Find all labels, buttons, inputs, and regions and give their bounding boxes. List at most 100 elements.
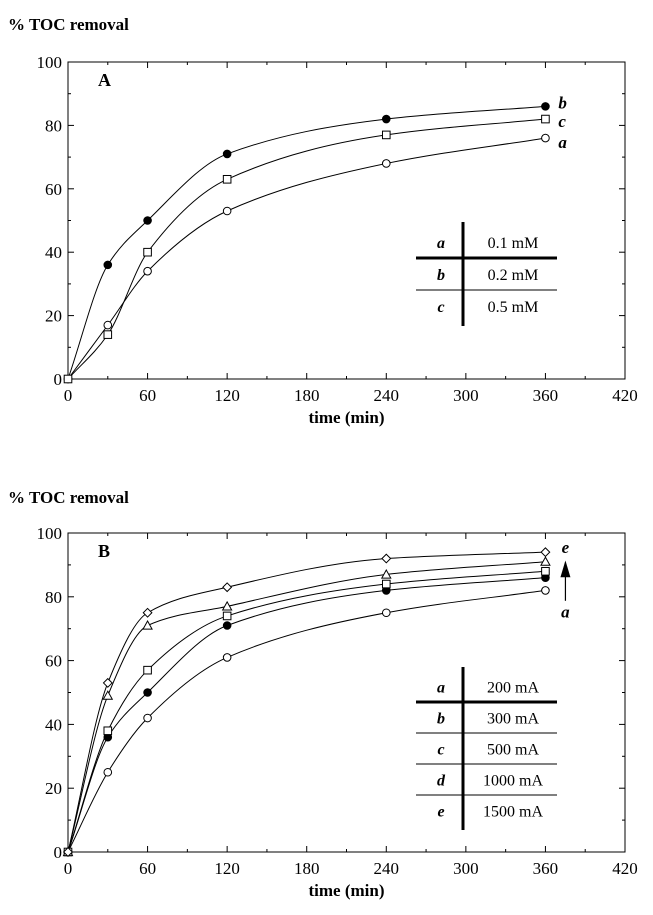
series-b — [63, 573, 550, 857]
series-line — [67, 561, 546, 853]
legend-value: 1000 mA — [483, 773, 543, 790]
data-point — [541, 133, 550, 143]
data-point — [102, 677, 113, 688]
legend-key: c — [437, 742, 444, 759]
data-point — [541, 114, 550, 124]
series-line — [67, 105, 546, 380]
data-point — [103, 726, 113, 736]
data-point — [541, 586, 550, 595]
legend-key: c — [437, 299, 444, 316]
x-tick-label: 360 — [533, 859, 559, 878]
data-point — [143, 688, 152, 697]
data-point — [222, 174, 232, 184]
legend-key: d — [437, 773, 446, 790]
series-line — [67, 589, 546, 853]
data-point — [540, 556, 551, 566]
y-tick-label: 20 — [45, 307, 62, 326]
chart-panel-b: % TOC removal 0 60 120 180 240 300 360 420 0 20 40… — [0, 455, 653, 915]
data-point — [142, 619, 153, 630]
series-e — [62, 547, 551, 858]
data-point — [62, 846, 74, 858]
x-tick-label: 300 — [453, 386, 479, 405]
y-tick-label: 40 — [45, 243, 62, 262]
legend-key: b — [437, 267, 445, 284]
data-point — [221, 600, 233, 611]
data-point — [381, 608, 391, 618]
x-tick-label: 0 — [64, 859, 73, 878]
y-tick-label: 60 — [45, 180, 62, 199]
chart-panel-a: % TOC removal 0 60 120 180 240 300 360 420 0 20 40… — [0, 0, 653, 455]
data-point — [222, 582, 233, 593]
data-point — [381, 130, 391, 140]
legend-key: a — [437, 680, 445, 697]
y-tick-label: 0 — [54, 370, 63, 389]
data-point — [222, 621, 232, 630]
data-point — [103, 330, 113, 339]
legend-value: 0.5 mM — [488, 299, 539, 316]
series-c — [63, 566, 550, 857]
data-point — [540, 547, 551, 558]
legend-key: a — [437, 235, 445, 252]
series-line — [67, 577, 546, 853]
y-tick-label: 40 — [45, 715, 62, 734]
y-tick-label: 80 — [45, 588, 62, 607]
series-end-label: a — [561, 603, 570, 622]
y-tick-label: 100 — [37, 524, 63, 543]
data-point — [143, 247, 152, 257]
data-point — [222, 611, 232, 621]
data-point — [381, 114, 391, 124]
x-tick-label: 360 — [533, 386, 559, 405]
data-point — [103, 260, 113, 270]
series-end-label: b — [558, 93, 567, 112]
data-point — [380, 568, 392, 579]
panel-label: A — [98, 70, 111, 90]
legend-table: a 0.1 mM b 0.2 mM c 0.5 mM — [416, 222, 557, 326]
legend-value: 0.1 mM — [488, 235, 539, 252]
x-tick-label: 420 — [612, 386, 638, 405]
series-line — [67, 551, 546, 853]
series-end-label: a — [558, 133, 567, 152]
x-tick-label: 0 — [64, 386, 73, 405]
series-b — [63, 102, 550, 384]
series-line — [67, 118, 546, 380]
y-tick-label: 0 — [54, 843, 63, 862]
x-tick-label: 120 — [214, 859, 240, 878]
data-point — [143, 266, 152, 276]
y-tick-label: 80 — [45, 116, 62, 135]
x-tick-label: 420 — [612, 859, 638, 878]
panel-label: B — [98, 541, 110, 561]
legend-value: 0.2 mM — [488, 267, 539, 284]
x-tick-label: 180 — [294, 859, 320, 878]
y-axis-title: % TOC removal — [8, 488, 129, 507]
series-c — [63, 114, 550, 384]
data-point — [102, 690, 114, 700]
x-tick-label: 180 — [294, 386, 320, 405]
data-point — [103, 320, 113, 330]
data-point — [381, 553, 392, 564]
data-point — [142, 607, 153, 618]
x-tick-label: 120 — [214, 386, 240, 405]
x-axis-title: time (min) — [308, 408, 384, 427]
series-a — [63, 586, 550, 857]
data-point — [541, 566, 550, 576]
data-point — [222, 206, 232, 216]
data-point — [143, 216, 152, 225]
x-tick-label: 240 — [374, 386, 400, 405]
x-tick-label: 240 — [374, 859, 400, 878]
legend-value: 500 mA — [487, 742, 539, 759]
legend-value: 200 mA — [487, 680, 539, 697]
series-end-label: e — [562, 538, 570, 557]
y-tick-label: 100 — [37, 53, 63, 72]
x-tick-label: 60 — [139, 386, 156, 405]
data-point — [381, 159, 391, 168]
legend-value: 1500 mA — [483, 804, 543, 821]
legend-key: b — [437, 711, 445, 728]
legend-value: 300 mA — [487, 711, 539, 728]
series-d — [62, 556, 551, 857]
y-tick-label: 60 — [45, 652, 62, 671]
data-point — [143, 713, 152, 723]
legend-key: e — [437, 804, 444, 821]
y-axis-title: % TOC removal — [8, 15, 129, 34]
y-tick-label: 20 — [45, 779, 62, 798]
data-point — [541, 102, 550, 111]
